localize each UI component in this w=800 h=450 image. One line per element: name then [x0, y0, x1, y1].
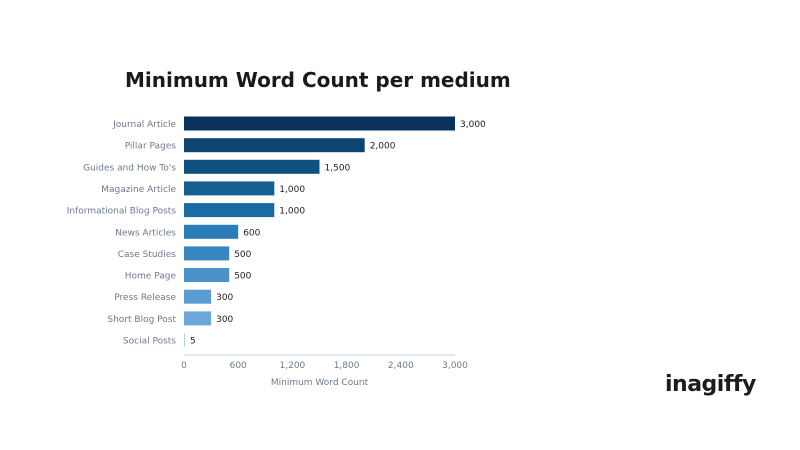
category-label: Pillar Pages [125, 142, 177, 152]
x-tick-labels-group: 0 600 1,200 1,800 2,400 3,000 [181, 361, 468, 371]
x-tick-label: 1,200 [280, 361, 306, 371]
category-label: Home Page [125, 272, 177, 282]
bar-1 [184, 138, 365, 153]
x-tick-label: 3,000 [442, 361, 468, 371]
category-label: Short Blog Post [107, 315, 176, 325]
bar-7 [184, 268, 230, 282]
category-label: Guides and How To's [83, 163, 176, 173]
category-label: Press Release [114, 293, 176, 303]
value-label: 500 [234, 272, 251, 282]
bar-3 [184, 181, 275, 196]
bar-8 [184, 289, 212, 304]
value-label: 1,500 [325, 163, 351, 173]
value-label: 2,000 [370, 142, 396, 152]
value-label: 500 [234, 250, 251, 260]
inagiffy-logo: inagiffy [665, 372, 756, 397]
bar-2 [184, 159, 320, 174]
bar-10 [184, 333, 185, 347]
bar-5 [184, 224, 239, 239]
category-label: Magazine Article [101, 185, 176, 195]
value-label: 600 [243, 228, 260, 238]
bar-0 [184, 116, 455, 131]
x-tick-label: 2,400 [388, 361, 414, 371]
x-tick-label: 600 [230, 361, 247, 371]
category-label: Journal Article [112, 120, 176, 130]
value-label: 300 [216, 293, 233, 303]
category-label: Informational Blog Posts [67, 207, 177, 217]
value-label: 1,000 [279, 207, 305, 217]
bar-4 [184, 203, 275, 218]
value-label: 3,000 [460, 120, 486, 130]
x-tick-label: 1,800 [334, 361, 360, 371]
x-axis-label: Minimum Word Count [271, 378, 369, 388]
bars-group [184, 116, 455, 347]
value-label: 1,000 [279, 185, 305, 195]
x-tick-label: 0 [181, 361, 187, 371]
value-label: 300 [216, 315, 233, 325]
category-label: Case Studies [118, 250, 177, 260]
value-labels-group: 3,000 2,000 1,500 1,000 1,000 600 500 500 300 300… [190, 120, 486, 347]
value-label: 5 [190, 337, 196, 347]
category-labels-group: Journal Article Pillar Pages Guides and Ho… [67, 120, 177, 347]
chart-title: Minimum Word Count per medium [125, 68, 511, 92]
bar-9 [184, 311, 212, 326]
bar-6 [184, 246, 230, 261]
category-label: News Articles [115, 228, 176, 238]
category-label: Social Posts [123, 337, 176, 347]
